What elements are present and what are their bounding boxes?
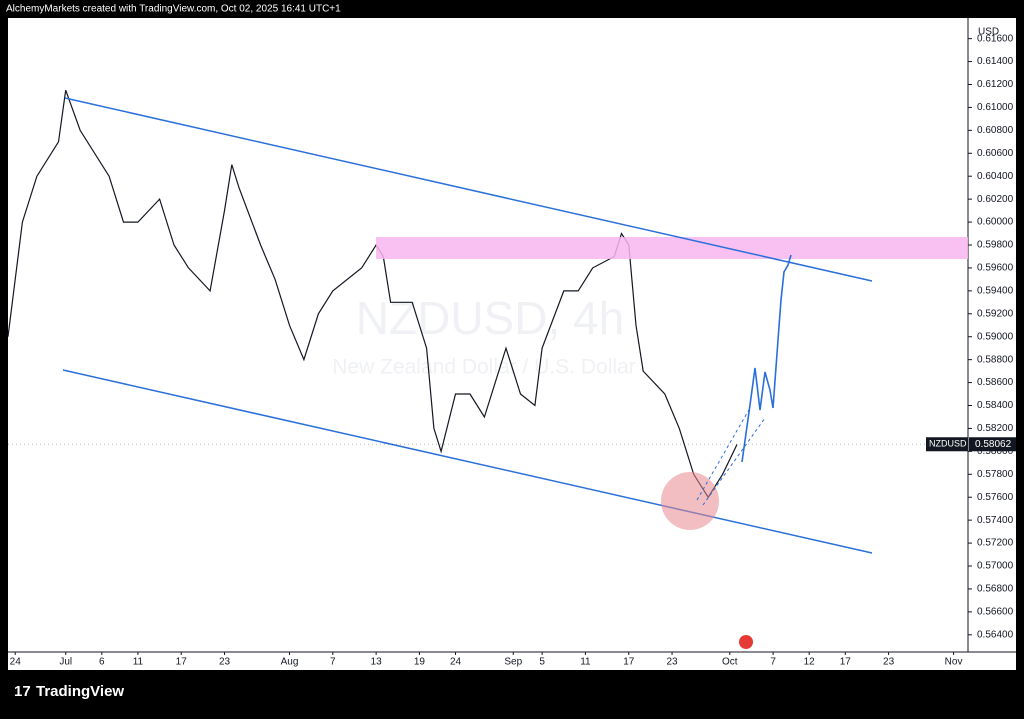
y-tick-label: 0.59600 xyxy=(977,263,1014,274)
y-unit: USD xyxy=(978,27,999,38)
y-tick-label: 0.57000 xyxy=(977,561,1014,572)
y-tick-label: 0.58400 xyxy=(977,400,1014,411)
x-tick-label: 17 xyxy=(623,657,635,668)
resistance-zone xyxy=(376,237,968,259)
y-tick-label: 0.59000 xyxy=(977,331,1014,342)
support-highlight xyxy=(661,472,719,530)
y-tick-label: 0.56800 xyxy=(977,584,1014,595)
y-tick-label: 0.57600 xyxy=(977,492,1014,503)
watermark-title: NZDUSD, 4h xyxy=(356,292,624,344)
x-tick-label: 23 xyxy=(219,657,231,668)
y-tick-label: 0.59200 xyxy=(977,308,1014,319)
x-tick-label: 11 xyxy=(580,657,591,668)
projection-path xyxy=(741,254,792,463)
y-tick-label: 0.57400 xyxy=(977,515,1014,526)
x-tick-label: 6 xyxy=(99,657,105,668)
x-tick-label: 17 xyxy=(840,657,852,668)
chart-background xyxy=(8,18,1016,670)
x-tick-label: Aug xyxy=(281,657,299,668)
x-tick-label: Nov xyxy=(945,657,963,668)
x-tick-label: 19 xyxy=(414,657,426,668)
y-tick-label: 0.61200 xyxy=(977,79,1014,90)
x-tick-label: 23 xyxy=(666,657,678,668)
y-tick-label: 0.60200 xyxy=(977,194,1014,205)
y-tick-label: 0.58200 xyxy=(977,423,1014,434)
y-tick-label: 0.59400 xyxy=(977,286,1014,297)
event-icon xyxy=(739,635,753,649)
watermark-subtitle: New Zealand Dollar / U.S. Dollar xyxy=(332,356,635,379)
lower-trendline xyxy=(62,369,873,554)
y-tick-label: 0.58600 xyxy=(977,377,1014,388)
upper-trendline xyxy=(64,97,873,282)
x-tick-label: 23 xyxy=(883,657,895,668)
y-tick-label: 0.60000 xyxy=(977,217,1014,228)
x-tick-label: 12 xyxy=(804,657,816,668)
x-tick-label: Oct xyxy=(722,657,738,668)
y-tick-label: 0.57200 xyxy=(977,538,1014,549)
x-tick-label: 11 xyxy=(133,657,144,668)
y-tick-label: 0.58800 xyxy=(977,354,1014,365)
footer-brand: TradingView xyxy=(36,683,124,700)
x-tick-label: 17 xyxy=(176,657,188,668)
y-tick-label: 0.56400 xyxy=(977,629,1014,640)
y-tick-label: 0.56600 xyxy=(977,607,1014,618)
last-price-tag xyxy=(969,437,1016,452)
x-tick-label: 7 xyxy=(770,657,776,668)
x-tick-label: 24 xyxy=(10,657,22,668)
y-tick-label: 0.59800 xyxy=(977,240,1014,251)
y-tick-label: 0.60400 xyxy=(977,171,1014,182)
footer-logo: 17 xyxy=(14,683,31,700)
x-tick-label: 24 xyxy=(450,657,462,668)
y-tick-label: 0.61600 xyxy=(977,33,1014,44)
y-tick-label: 0.61400 xyxy=(977,56,1014,67)
y-tick-label: 0.60600 xyxy=(977,148,1014,159)
y-tick-label: 0.57800 xyxy=(977,469,1014,480)
x-tick-label: 13 xyxy=(371,657,383,668)
y-tick-label: 0.60800 xyxy=(977,125,1014,136)
last-price-label: 0.58062 xyxy=(975,439,1012,450)
x-tick-label: Sep xyxy=(504,657,522,668)
header: AlchemyMarkets created with TradingView.… xyxy=(6,4,341,15)
y-tick-label: 0.61000 xyxy=(977,102,1014,113)
y-tick-label: 0.58000 xyxy=(977,446,1014,457)
symbol-tag-label: NZDUSD xyxy=(929,439,967,449)
symbol-tag xyxy=(926,437,968,452)
x-tick-label: 5 xyxy=(539,657,545,668)
x-tick-label: Jul xyxy=(59,657,72,668)
x-tick-label: 7 xyxy=(330,657,336,668)
